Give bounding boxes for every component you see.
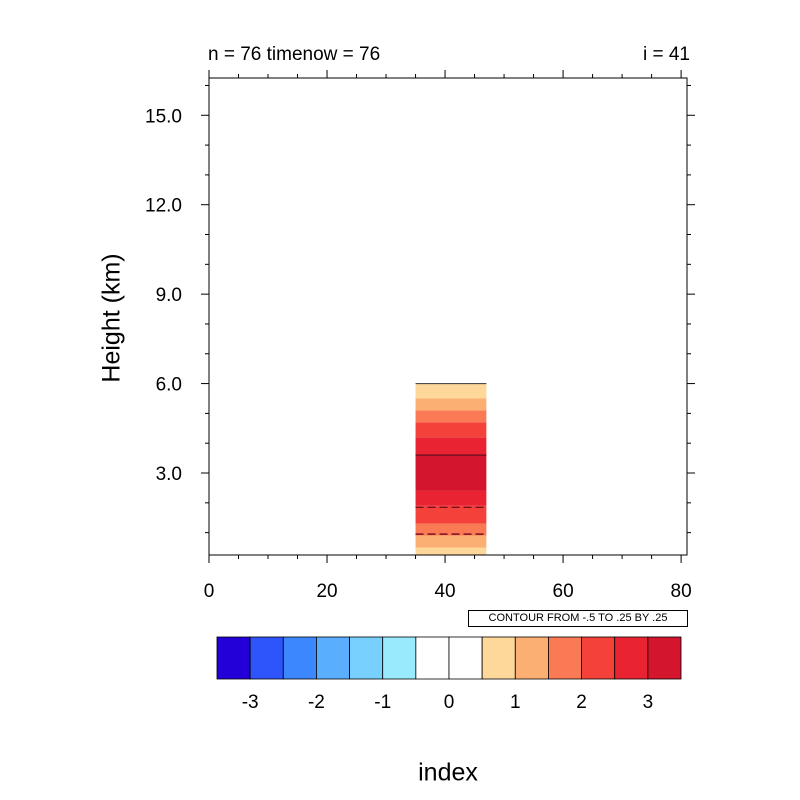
- column-layer-8: [415, 410, 487, 423]
- colorbar-swatch-6: [415, 636, 450, 680]
- colorbar-tick-label: 1: [510, 692, 521, 713]
- colorbar-swatch-10: [548, 636, 582, 680]
- column-layer-2: [415, 523, 487, 536]
- contour-info-box: CONTOUR FROM -.5 TO .25 BY .25: [468, 610, 688, 627]
- colorbar-swatch-1: [249, 636, 284, 680]
- plot-title-right: i = 41: [642, 44, 690, 65]
- column-layer-3: [415, 505, 487, 524]
- colorbar-swatch-3: [316, 636, 350, 680]
- colorbar-tick-label: 2: [576, 692, 587, 713]
- colorbar-swatch-13: [647, 636, 682, 680]
- colorbar-swatch-7: [448, 636, 483, 680]
- colorbar-tick-label: -2: [308, 692, 325, 713]
- x-tick-label: 60: [553, 581, 574, 602]
- colorbar-swatch-12: [614, 636, 649, 680]
- colorbar-title: index: [418, 758, 478, 787]
- colorbar-swatch-0: [216, 636, 251, 680]
- colorbar-swatch-8: [481, 636, 516, 680]
- x-tick-label: 40: [434, 581, 455, 602]
- column-layer-10: [415, 383, 487, 399]
- x-tick-label: 0: [204, 581, 215, 602]
- column-layer-7: [415, 422, 487, 438]
- colorbar-tick-label: -3: [242, 692, 259, 713]
- colorbar-swatch-11: [581, 636, 616, 680]
- colorbar-tick-label: -1: [374, 692, 391, 713]
- y-tick-label: 6.0: [156, 375, 182, 396]
- plot-frame: [208, 77, 688, 556]
- y-axis-label: Height (km): [97, 253, 126, 383]
- column-layer-9: [415, 398, 487, 411]
- y-tick-label: 9.0: [156, 285, 182, 306]
- y-tick-label: 12.0: [145, 196, 182, 217]
- colorbar-swatch-5: [382, 636, 417, 680]
- colorbar-swatch-2: [282, 636, 317, 680]
- colorbar-swatch-4: [349, 636, 384, 680]
- x-tick-label: 20: [316, 581, 337, 602]
- x-tick-label: 80: [671, 581, 692, 602]
- colorbar-tick-label: 0: [444, 692, 455, 713]
- colorbar-tick-label: 3: [643, 692, 654, 713]
- column-layer-6: [415, 437, 487, 456]
- y-tick-label: 3.0: [156, 464, 182, 485]
- plot-title-left: n = 76 timenow = 76: [208, 44, 381, 65]
- column-layer-1: [415, 535, 487, 548]
- y-tick-label: 15.0: [145, 106, 182, 127]
- column-layer-4: [415, 490, 487, 506]
- column-layer-5: [415, 455, 487, 491]
- colorbar-swatch-9: [514, 636, 549, 680]
- column-layer-0: [415, 547, 487, 555]
